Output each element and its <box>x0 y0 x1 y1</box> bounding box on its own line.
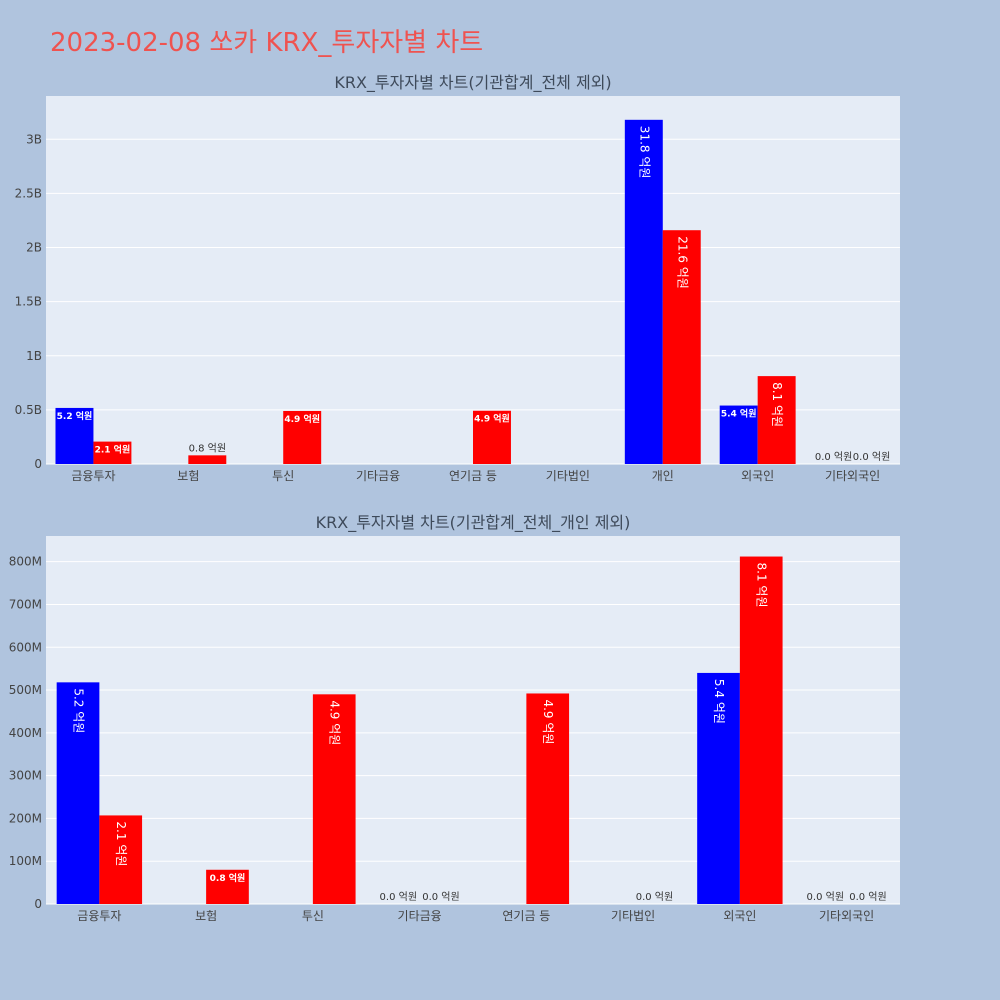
bar <box>624 119 663 464</box>
x-tick-label: 연기금 등 <box>449 469 497 483</box>
y-tick-label: 800M <box>9 555 42 569</box>
data-label: 2.1 억원 <box>114 821 128 866</box>
bar <box>526 693 570 904</box>
x-tick-label: 기타외국인 <box>819 909 874 923</box>
y-tick-label: 200M <box>9 811 42 825</box>
x-tick-label: 기타외국인 <box>825 469 880 483</box>
y-tick-label: 300M <box>9 769 42 783</box>
x-tick-label: 연기금 등 <box>502 909 550 923</box>
bar <box>473 410 511 464</box>
bar <box>99 815 143 904</box>
data-label: 2.1 억원 <box>95 444 131 456</box>
bar <box>719 405 758 464</box>
y-tick-label: 3B <box>26 132 42 146</box>
x-tick-label: 외국인 <box>723 909 756 923</box>
data-label: 0.0 억원 <box>380 891 417 903</box>
y-tick-label: 600M <box>9 640 42 654</box>
y-tick-label: 0.5B <box>15 403 42 417</box>
y-tick-label: 0 <box>34 897 42 911</box>
y-tick-label: 400M <box>9 726 42 740</box>
chart-title: KRX_투자자별 차트(기관합계_전체 제외) <box>334 73 611 93</box>
x-tick-label: 외국인 <box>741 469 774 483</box>
chart-title: KRX_투자자별 차트(기관합계_전체_개인 제외) <box>316 513 631 533</box>
bar <box>312 694 356 904</box>
y-tick-label: 2B <box>26 241 42 255</box>
bar <box>283 410 322 464</box>
y-tick-label: 700M <box>9 597 42 611</box>
data-label: 5.2 억원 <box>72 688 86 733</box>
data-label: 0.0 억원 <box>422 891 459 903</box>
data-label: 21.6 억원 <box>675 236 689 289</box>
data-label: 8.1 억원 <box>755 563 769 608</box>
data-label: 4.9 억원 <box>474 413 510 425</box>
y-tick-label: 500M <box>9 683 42 697</box>
y-tick-label: 1.5B <box>15 295 42 309</box>
data-label: 5.2 억원 <box>57 410 93 422</box>
x-tick-label: 보험 <box>177 469 199 483</box>
data-label: 0.0 억원 <box>636 891 673 903</box>
x-tick-label: 개인 <box>652 469 674 483</box>
x-tick-label: 기타금융 <box>398 909 442 923</box>
chart-all-investors: KRX_투자자별 차트(기관합계_전체 제외) 0 0.5B 1B 1.5B 2B 2.5B… <box>15 73 900 483</box>
data-label: 5.4 억원 <box>721 408 757 420</box>
data-label: 4.9 억원 <box>541 699 555 744</box>
data-label: 0.0 억원 <box>853 451 890 463</box>
bar <box>55 407 94 464</box>
data-label: 0.0 억원 <box>815 451 852 463</box>
x-tick-label: 기타법인 <box>611 909 655 923</box>
data-label: 4.9 억원 <box>328 700 342 745</box>
chart-excluding-individuals: KRX_투자자별 차트(기관합계_전체_개인 제외) 0 100M 200M 300M 4… <box>9 513 900 923</box>
bar <box>93 441 132 464</box>
x-tick-label: 기타금융 <box>356 469 400 483</box>
x-tick-label: 금융투자 <box>71 469 115 483</box>
data-label: 4.9 억원 <box>284 413 320 425</box>
data-label: 31.8 억원 <box>637 126 651 179</box>
data-label: 0.0 억원 <box>849 891 886 903</box>
bar <box>56 682 100 904</box>
bar <box>739 556 783 904</box>
x-tick-label: 기타법인 <box>546 469 590 483</box>
data-label: 5.4 억원 <box>712 679 726 724</box>
data-label: 0.8 억원 <box>210 872 246 884</box>
bar <box>206 869 249 904</box>
x-tick-label: 금융투자 <box>77 909 121 923</box>
bar <box>188 455 227 464</box>
y-tick-label: 2.5B <box>15 186 42 200</box>
y-tick-label: 0 <box>34 457 42 471</box>
x-tick-label: 보험 <box>195 909 217 923</box>
y-tick-label: 100M <box>9 854 42 868</box>
x-tick-label: 투신 <box>302 909 324 923</box>
bar <box>697 672 740 904</box>
page-title: 2023-02-08 쏘카 KRX_투자자별 차트 <box>50 28 484 58</box>
x-tick-label: 투신 <box>272 469 294 483</box>
bar <box>662 230 701 464</box>
data-label: 8.1 억원 <box>770 382 784 427</box>
bar <box>757 376 796 464</box>
data-label: 0.0 억원 <box>807 891 844 903</box>
y-tick-label: 1B <box>26 349 42 363</box>
data-label: 0.8 억원 <box>189 442 226 454</box>
